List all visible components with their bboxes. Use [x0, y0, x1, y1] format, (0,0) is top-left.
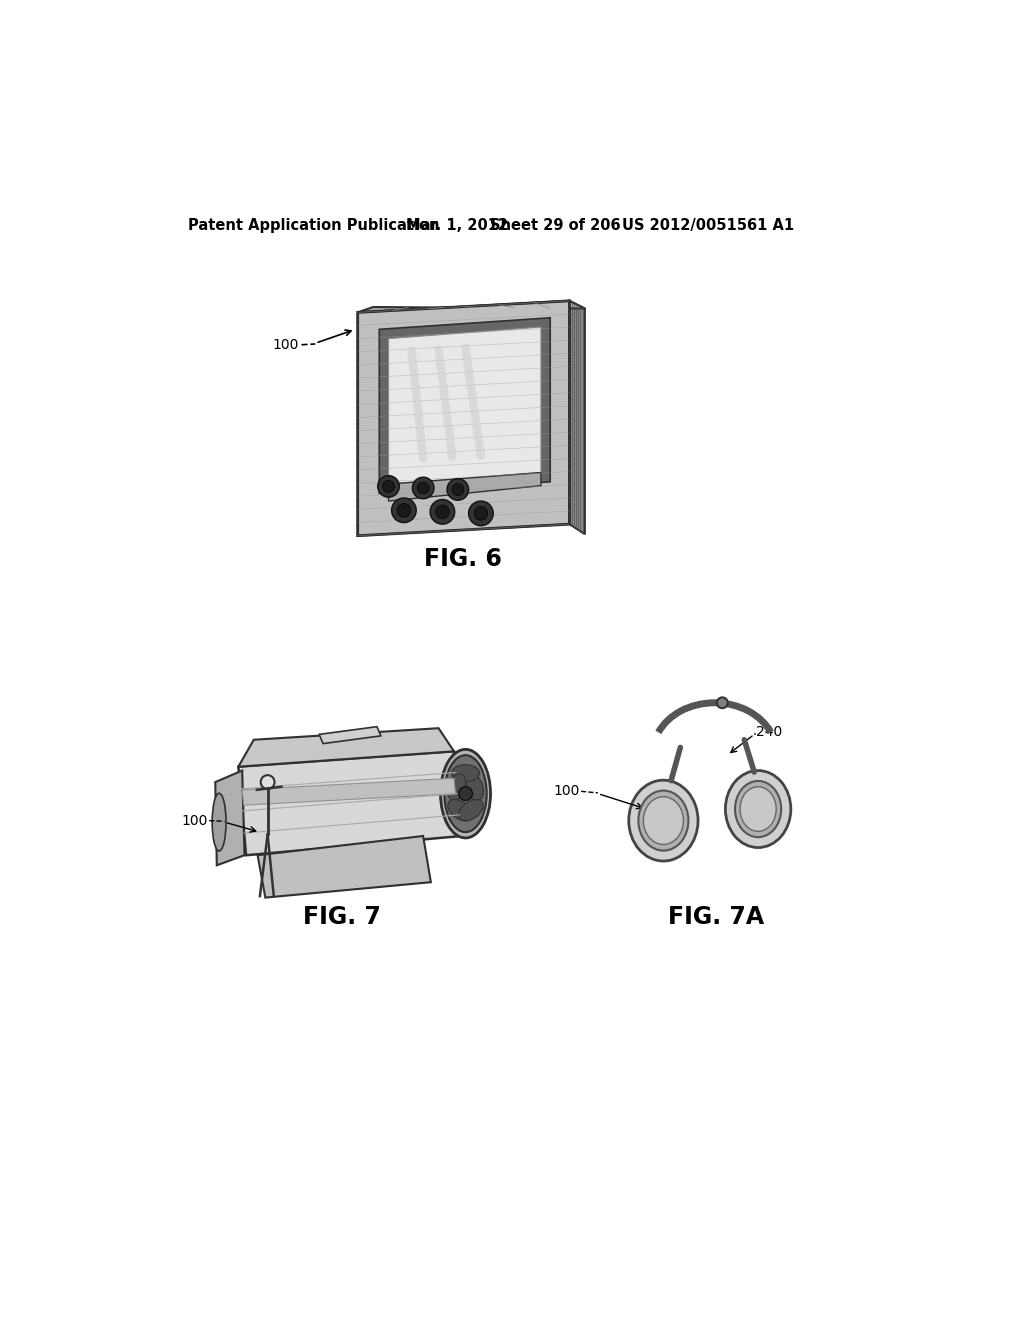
Circle shape	[430, 499, 455, 524]
Ellipse shape	[447, 800, 472, 821]
Circle shape	[447, 479, 469, 500]
Circle shape	[413, 478, 434, 499]
Ellipse shape	[643, 797, 683, 845]
Text: FIG. 7: FIG. 7	[303, 904, 381, 929]
Polygon shape	[379, 318, 550, 494]
Text: FIG. 7A: FIG. 7A	[668, 904, 764, 929]
Ellipse shape	[638, 791, 688, 850]
Polygon shape	[357, 301, 585, 313]
Text: 100: 100	[553, 784, 580, 799]
Ellipse shape	[459, 800, 483, 821]
Ellipse shape	[444, 755, 486, 832]
Text: FIG. 6: FIG. 6	[424, 546, 502, 570]
Circle shape	[417, 482, 429, 494]
Polygon shape	[239, 729, 454, 767]
Ellipse shape	[725, 771, 791, 847]
Ellipse shape	[447, 774, 466, 801]
Circle shape	[452, 483, 464, 495]
Ellipse shape	[629, 780, 698, 861]
Text: 100: 100	[272, 338, 298, 351]
Ellipse shape	[440, 750, 490, 838]
Ellipse shape	[452, 764, 479, 781]
Circle shape	[391, 498, 416, 523]
Polygon shape	[357, 301, 569, 536]
Polygon shape	[258, 836, 431, 898]
Ellipse shape	[465, 774, 483, 801]
Circle shape	[378, 475, 399, 498]
Polygon shape	[388, 327, 541, 484]
Polygon shape	[215, 771, 245, 866]
Polygon shape	[239, 751, 462, 855]
Circle shape	[435, 506, 450, 519]
Polygon shape	[388, 473, 541, 502]
Text: Patent Application Publication: Patent Application Publication	[188, 218, 440, 232]
Circle shape	[383, 480, 394, 492]
Polygon shape	[319, 726, 381, 743]
Text: 100: 100	[181, 813, 208, 828]
Circle shape	[261, 775, 274, 789]
Text: US 2012/0051561 A1: US 2012/0051561 A1	[622, 218, 794, 232]
Circle shape	[717, 697, 728, 708]
Text: Sheet 29 of 206: Sheet 29 of 206	[490, 218, 621, 232]
Ellipse shape	[212, 793, 226, 851]
Circle shape	[474, 507, 487, 520]
Ellipse shape	[735, 781, 781, 837]
Circle shape	[469, 502, 494, 525]
Circle shape	[459, 787, 472, 800]
Polygon shape	[569, 301, 585, 535]
Polygon shape	[243, 779, 456, 805]
Circle shape	[397, 503, 411, 517]
Text: Mar. 1, 2012: Mar. 1, 2012	[407, 218, 508, 232]
Text: 240: 240	[756, 725, 782, 739]
Ellipse shape	[740, 787, 776, 832]
